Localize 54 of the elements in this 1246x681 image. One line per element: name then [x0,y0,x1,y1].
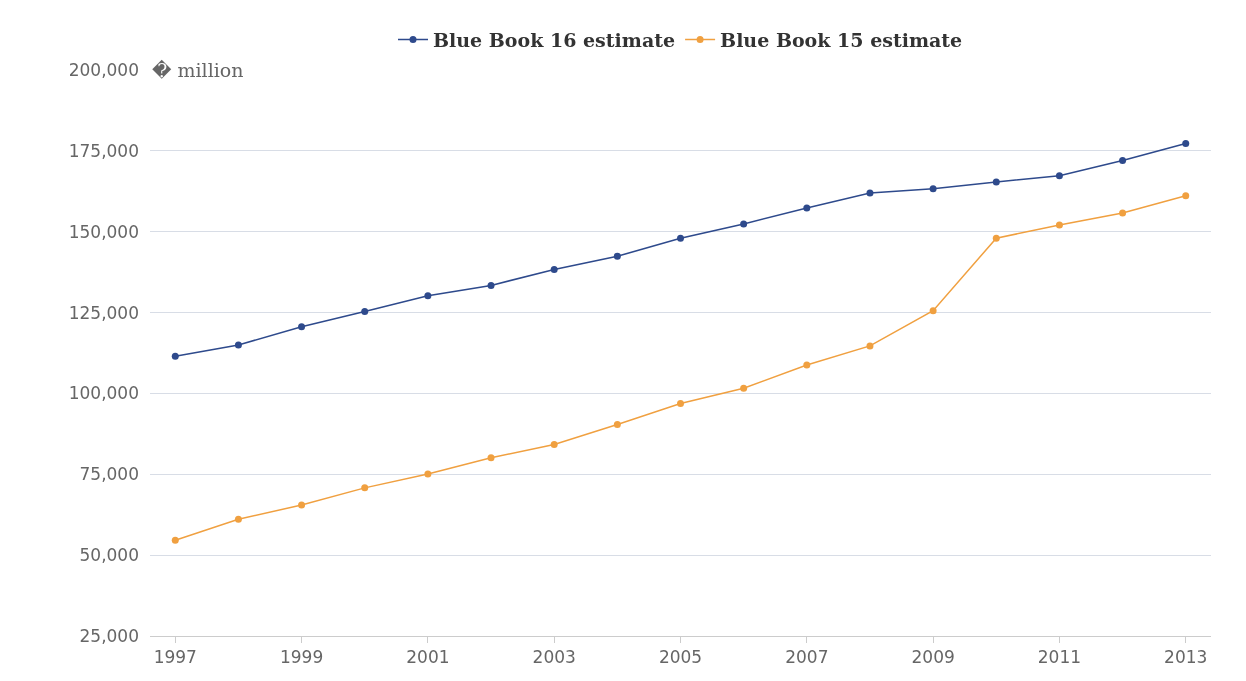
y-tick-label: 100,000 [68,383,139,404]
point [298,323,306,331]
point [740,220,748,228]
point [424,292,432,300]
legend-label: Blue Book 15 estimate [720,28,963,51]
point [361,308,369,316]
point [171,352,179,360]
y-tick-label: 25,000 [79,625,139,646]
point [803,361,811,369]
point [929,185,937,193]
y-axis-title: � million [152,59,244,81]
point [550,266,558,274]
point [613,252,621,260]
point [1119,209,1127,217]
point [1182,139,1190,147]
x-tick-label: 2009 [911,647,955,668]
point [929,307,937,315]
x-tick-label: 2007 [785,647,829,668]
x-tick-label: 1997 [153,647,197,668]
point [1055,172,1063,180]
point [424,470,432,478]
y-tick-label: 50,000 [79,545,139,566]
y-tick-label: 125,000 [68,302,139,323]
point [487,454,495,462]
x-tick-label: 2005 [658,647,703,668]
point [1119,157,1127,165]
point [677,399,684,407]
point [992,178,1000,186]
point [550,441,558,449]
point [361,484,369,492]
point [613,420,621,428]
x-tick-label: 2011 [1037,647,1082,668]
x-tick-label: 1999 [279,647,324,668]
point [171,536,179,544]
point [298,501,306,509]
point [803,204,811,212]
point [1055,221,1063,229]
x-tick-label: 2001 [406,647,450,668]
point [1182,192,1190,200]
point [992,234,1000,242]
x-tick-label: 2003 [532,647,576,668]
point [677,234,684,242]
y-tick-label: 75,000 [79,464,139,485]
y-tick-label: 150,000 [68,221,139,242]
point [866,342,874,350]
point [487,281,495,289]
point [866,189,874,197]
x-tick-label: 2013 [1164,647,1208,668]
y-tick-label: 175,000 [68,140,139,161]
point [234,341,242,349]
legend-label: Blue Book 16 estimate [433,28,676,51]
y-tick-label: 200,000 [68,59,139,80]
point [234,515,242,523]
point [740,384,748,392]
